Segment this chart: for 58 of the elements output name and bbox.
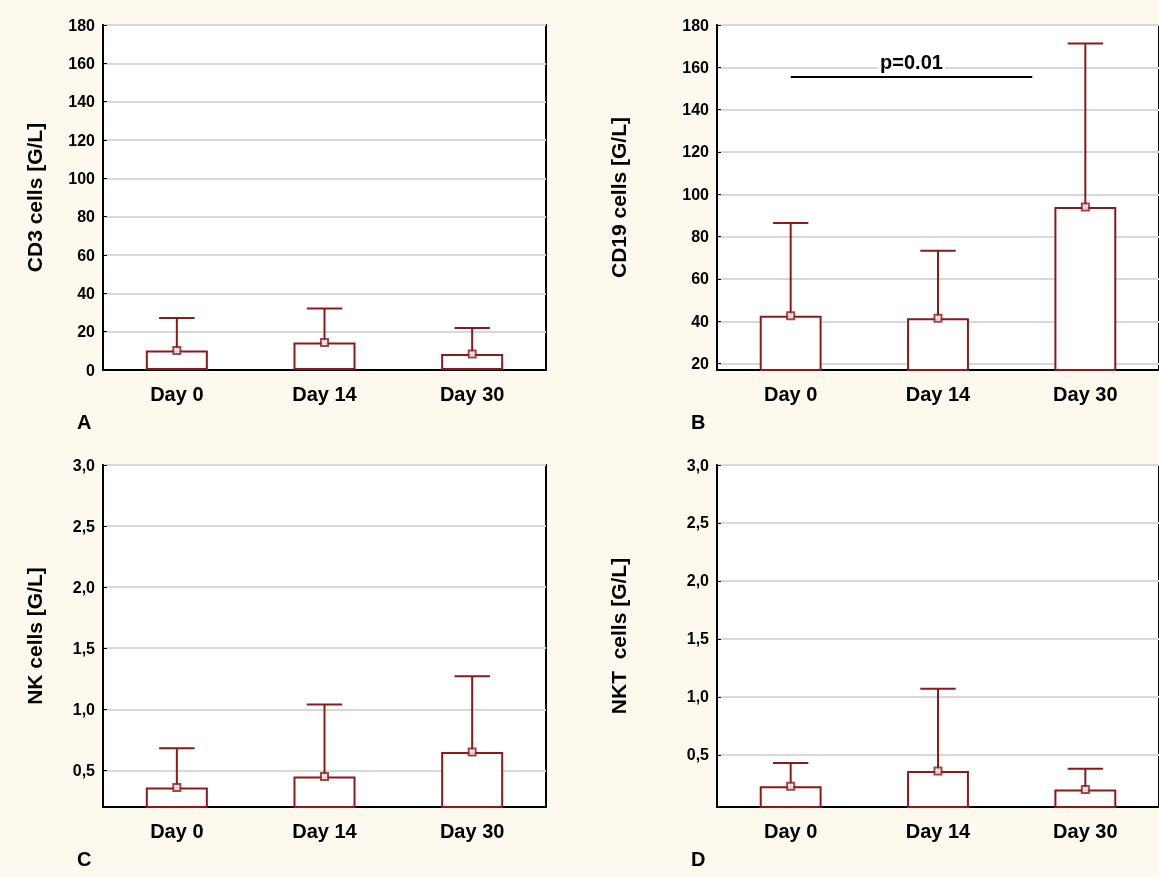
point [467,747,477,757]
y-tick-label: 1,5 [72,639,96,657]
point [172,782,182,792]
y-tick-label: 60 [691,270,710,288]
y-tick-label: 3,0 [686,456,710,474]
x-tick-label: Day 0 [150,820,204,842]
x-tick-label: Day 14 [905,820,972,842]
y-tick-label: 160 [68,54,96,72]
y-tick-label: 40 [77,284,96,302]
text: C [77,848,92,870]
x-tick-label: Day 30 [439,383,505,405]
y-tick-label: 0,5 [686,746,710,764]
y-axis-title: NKT cells [G/L] [607,557,630,715]
x-tick-label: Day 30 [439,820,505,842]
y-tick-label: 140 [682,101,710,119]
y-tick-label: 1,5 [686,630,710,648]
y-tick-label: 2,5 [72,517,96,535]
x-tick-label: Day 30 [1053,820,1118,842]
x-tick-label: Day 30 [1053,383,1118,405]
x-tick-label: Day 14 [905,383,972,405]
y-tick-label: 180 [682,16,710,34]
y-axis-title: CD19 cells [G/L] [607,116,630,279]
y-tick-label: 0 [86,361,96,379]
y-tick-label: 40 [691,312,710,330]
y-tick-label: 1,0 [72,700,96,718]
y-tick-label: 100 [68,169,96,187]
y-tick-label: 20 [691,355,710,373]
x-tick-label: Day 0 [150,383,204,405]
y-tick-label: 140 [68,93,96,111]
y-tick-label: 20 [77,323,96,341]
x-tick-label: Day 0 [763,820,818,842]
x-tick-label: Day 14 [292,820,358,842]
y-tick-label: 2,5 [686,514,710,532]
text: B [691,411,706,433]
annotation: p=0.01 [880,51,943,73]
point [320,771,329,781]
y-axis-title: CD3 cells [G/L] [23,122,46,273]
point [1080,202,1090,212]
y-tick-label: 160 [682,58,710,76]
text: A [77,411,92,433]
point [786,311,796,321]
y-tick-label: 120 [68,131,96,149]
x-tick-label: Day 14 [292,383,358,405]
y-tick-label: 180 [68,16,96,34]
y-axis-title: NK cells [G/L] [23,567,46,705]
x-tick-label: Day 0 [763,383,818,405]
y-tick-label: 3,0 [72,456,96,474]
y-tick-label: 80 [691,228,710,246]
y-tick-label: 100 [682,185,710,203]
y-tick-label: 0,5 [72,761,96,779]
y-tick-label: 2,0 [72,578,96,596]
y-tick-label: 1,0 [686,688,710,706]
y-tick-label: 60 [77,246,96,264]
text: D [691,848,706,870]
y-tick-label: 2,0 [686,572,710,590]
y-tick-label: 120 [682,143,710,161]
y-tick-label: 80 [77,208,96,226]
point [933,313,943,323]
